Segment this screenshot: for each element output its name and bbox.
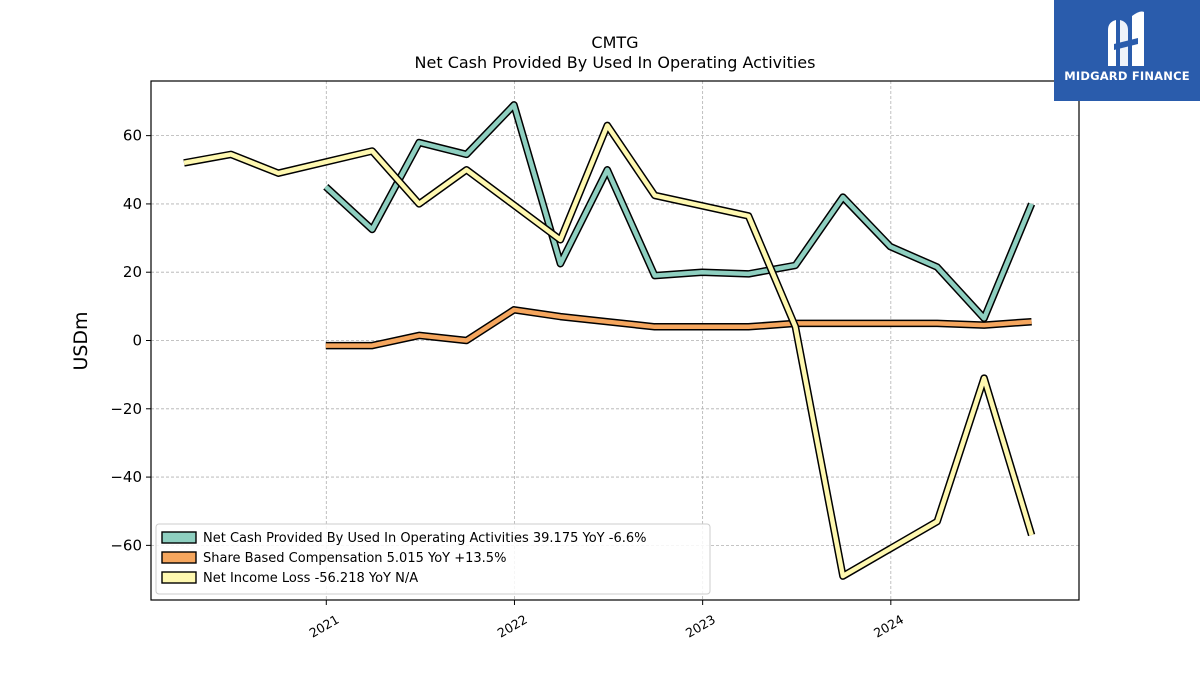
series-outline-3 <box>183 121 1036 580</box>
x-tick-label: 2024 <box>871 612 906 641</box>
x-tick-label: 2022 <box>495 612 530 641</box>
x-tick-label: 2023 <box>683 612 718 641</box>
y-tick-label: −20 <box>110 400 142 418</box>
chart-title: CMTG <box>591 33 638 52</box>
series-outline-1 <box>323 101 1036 323</box>
y-tick-label: −60 <box>110 536 142 554</box>
y-tick-label: 60 <box>123 127 142 145</box>
legend-swatch-2 <box>161 551 197 564</box>
y-axis-label: USDm <box>70 311 92 370</box>
series-lines <box>183 101 1036 580</box>
y-axis: −60 −40 −20 0 20 40 60 <box>110 127 151 554</box>
chart-subtitle: Net Cash Provided By Used In Operating A… <box>415 53 816 72</box>
series-line-2 <box>325 307 1032 348</box>
logo-text: MIDGARD FINANCE <box>1064 69 1190 83</box>
series-line-3 <box>183 123 1034 579</box>
y-tick-label: 0 <box>132 332 142 350</box>
series-line-1 <box>324 102 1034 321</box>
legend-swatch-1 <box>161 531 197 544</box>
brand-logo: MIDGARD FINANCE <box>1054 0 1200 101</box>
grid-lines <box>151 81 1079 600</box>
y-tick-label: 40 <box>123 195 142 213</box>
x-axis: 2021 2022 2023 2024 <box>307 600 906 641</box>
x-tick-label: 2021 <box>307 612 342 641</box>
y-tick-label: −40 <box>110 468 142 486</box>
legend-label-3: Net Income Loss -56.218 YoY N/A <box>203 571 418 586</box>
y-tick-label: 20 <box>123 263 142 281</box>
legend-label-2: Share Based Compensation 5.015 YoY +13.5… <box>203 551 506 566</box>
legend-box <box>155 523 711 595</box>
legend-label-1: Net Cash Provided By Used In Operating A… <box>203 531 646 546</box>
legend-swatch-3 <box>161 571 197 584</box>
logo-mark-icon <box>1108 11 1144 66</box>
legend: Net Cash Provided By Used In Operating A… <box>155 523 711 595</box>
